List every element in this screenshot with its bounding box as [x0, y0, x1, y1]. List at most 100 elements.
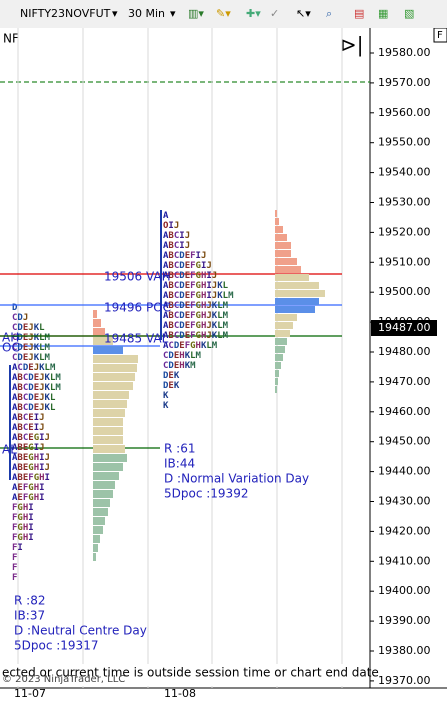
tpo-letter: I: [39, 433, 44, 443]
tpo-letter: A: [12, 473, 18, 483]
instrument-selector[interactable]: NIFTY23NOVFUT: [20, 7, 111, 20]
tpo-letter: A: [163, 341, 169, 351]
tpo-letter: A: [163, 321, 169, 331]
tpo-letter: B: [17, 423, 23, 433]
tpo-letter: K: [212, 301, 218, 311]
tpo-letter: A: [12, 383, 18, 393]
volume-bar: [275, 282, 319, 289]
tpo-letter: F: [190, 281, 195, 291]
tpo-letter: C: [12, 333, 17, 343]
tpo-letter: J: [206, 261, 211, 271]
tpo-letter: F: [190, 261, 195, 271]
volume-bar: [275, 258, 297, 265]
volume-bar: [275, 306, 315, 313]
zoom-button[interactable]: ⌕: [326, 7, 333, 20]
price-tick-label: 19400.00: [378, 584, 431, 597]
volume-bar: [93, 364, 137, 372]
tpo-row: ABCEGIJ: [12, 433, 50, 443]
tpo-letter: J: [201, 251, 206, 261]
symbol-label: NF: [3, 32, 19, 46]
strategy-button[interactable]: ✓: [270, 7, 280, 20]
tpo-letter: H: [39, 473, 44, 483]
tpo-letter: I: [34, 413, 39, 423]
tpo-letter: J: [206, 301, 211, 311]
tpo-letter: K: [201, 341, 207, 351]
templates-button[interactable]: ▧: [404, 7, 415, 20]
indicator-button[interactable]: ✚▾: [246, 7, 261, 20]
price-tick-label: 19580.00: [378, 46, 431, 59]
tpo-row: ABCDEFIJ: [163, 251, 206, 261]
volume-bar: [275, 322, 293, 329]
tpo-letter: C: [17, 363, 22, 373]
tpo-letter: I: [39, 493, 44, 503]
bars-button[interactable]: ▥▾: [188, 7, 204, 20]
date-label: 11-08: [164, 687, 196, 700]
tpo-letter: K: [212, 331, 218, 341]
volume-bar: [275, 250, 291, 257]
tpo-letter: E: [23, 343, 28, 353]
tpo-letter: O: [163, 221, 169, 231]
tpo-letter: M: [212, 341, 218, 351]
tpo-row: DEK: [163, 371, 180, 381]
price-tick-label: 19530.00: [378, 196, 431, 209]
tpo-letter: K: [163, 391, 169, 401]
tpo-letter: J: [206, 321, 211, 331]
price-tick-label: 19570.00: [378, 76, 431, 89]
tpo-letter: L: [39, 333, 45, 343]
f-button[interactable]: [433, 28, 447, 43]
tpo-letter: G: [17, 523, 22, 533]
volume-bar: [93, 517, 105, 525]
tpo-row: ABEFGHI: [12, 473, 50, 483]
volume-bar: [93, 427, 123, 435]
price-tick-label: 19550.00: [378, 136, 431, 149]
tpo-letter: A: [12, 453, 18, 463]
price-tick-label: 19410.00: [378, 554, 431, 567]
tpo-letter: C: [23, 373, 28, 383]
tpo-letter: L: [223, 291, 229, 301]
tpo-letter: M: [45, 333, 51, 343]
tpo-letter: D: [28, 403, 34, 413]
tpo-letter: A: [163, 241, 169, 251]
properties-button[interactable]: ▦: [378, 7, 389, 20]
scroll-end-button[interactable]: ⊳|: [340, 33, 364, 57]
tpo-letter: L: [217, 311, 223, 321]
tpo-letter: K: [217, 281, 223, 291]
tpo-letter: I: [28, 533, 33, 543]
tpo-letter: E: [179, 341, 184, 351]
tpo-letter: F: [12, 553, 17, 563]
interval-selector[interactable]: 30 Min: [128, 7, 166, 20]
volume-bar: [275, 338, 287, 345]
tpo-letter: M: [228, 291, 234, 301]
tpo-letter: M: [190, 361, 196, 371]
current-price: 19487.00: [378, 321, 431, 334]
volume-bar: [93, 436, 123, 444]
tpo-letter: E: [185, 251, 190, 261]
tpo-letter: L: [223, 281, 229, 291]
tpo-letter: B: [168, 321, 174, 331]
tpo-row: ABEGIJ: [12, 443, 45, 453]
volume-bar: [275, 314, 297, 321]
tpo-letter: G: [196, 291, 201, 301]
tpo-letter: D: [179, 271, 185, 281]
tpo-letter: I: [168, 221, 173, 231]
tpo-row: ABCEIJ: [12, 413, 45, 423]
tpo-letter: L: [217, 321, 223, 331]
data-box-button[interactable]: ▤: [354, 7, 365, 20]
tpo-letter: B: [168, 231, 174, 241]
tpo-letter: G: [196, 261, 201, 271]
tpo-letter: H: [179, 361, 184, 371]
draw-button[interactable]: ✎▾: [216, 7, 231, 20]
tpo-row: ABCIJ: [163, 231, 190, 241]
tpo-letter: C: [174, 301, 179, 311]
tpo-letter: I: [34, 443, 39, 453]
tpo-letter: E: [28, 363, 33, 373]
tpo-letter: M: [223, 301, 229, 311]
tpo-row: D: [12, 303, 18, 313]
volume-bar: [93, 535, 100, 543]
status-bg: [0, 664, 369, 686]
tpo-letter: H: [201, 301, 206, 311]
tpo-row: ABCDEFGHIJKLM: [163, 291, 234, 301]
cursor-button[interactable]: ↖▾: [296, 7, 311, 20]
tpo-letter: I: [28, 513, 33, 523]
volume-bar: [93, 544, 98, 552]
